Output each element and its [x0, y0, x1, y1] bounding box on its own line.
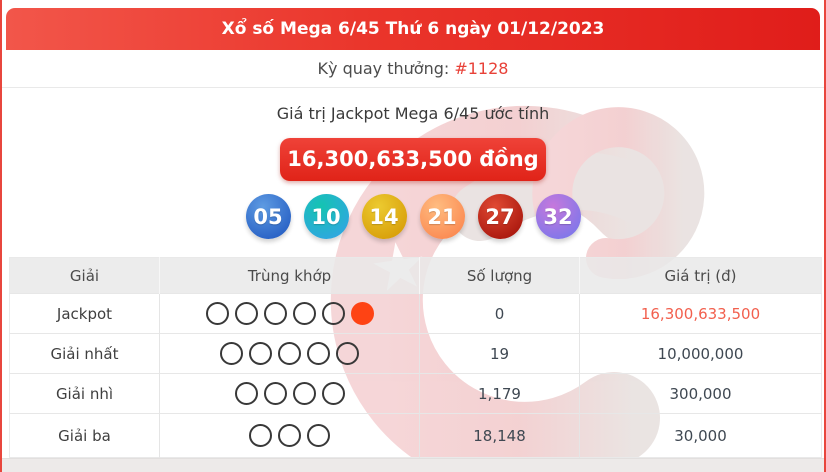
winner-quantity: 19 — [419, 333, 580, 374]
prize-name: Jackpot — [9, 293, 160, 334]
match-circles — [159, 333, 420, 374]
open-circle-icon — [307, 342, 330, 365]
draw-period-label: Kỳ quay thưởng: — [317, 59, 450, 78]
prize-table-header-row: Giải Trùng khớp Số lượng Giá trị (đ) — [9, 257, 822, 294]
prize-table-body: Jackpot 0 16,300,633,500 Giải nhất 19 10,000,… — [9, 293, 822, 458]
page-title: Xổ số Mega 6/45 Thứ 6 ngày 01/12/2023 — [6, 8, 820, 50]
lottery-ball-27: 27 — [477, 194, 523, 239]
prize-name: Giải nhì — [9, 373, 160, 414]
column-header: Giải — [9, 257, 160, 294]
match-circles — [159, 413, 420, 458]
open-circle-icon — [249, 424, 272, 447]
winner-quantity: 0 — [419, 293, 580, 334]
open-circle-icon — [205, 302, 229, 325]
open-circle-icon — [321, 302, 345, 325]
open-circle-icon — [292, 382, 316, 405]
open-circle-icon — [263, 302, 287, 325]
draw-period-number: #1128 — [454, 59, 509, 78]
open-circle-icon — [278, 342, 301, 365]
column-header: Trùng khớp — [159, 257, 420, 294]
lottery-ball-05: 05 — [245, 194, 291, 239]
prize-value: 300,000 — [579, 373, 822, 414]
open-circle-icon — [278, 424, 301, 447]
prize-name: Giải nhất — [9, 333, 160, 374]
draw-period-row: Kỳ quay thưởng: #1128 — [2, 50, 824, 88]
table-row: Giải ba 18,148 30,000 — [9, 413, 822, 458]
winner-quantity: 18,148 — [419, 413, 580, 458]
open-circle-icon — [234, 382, 258, 405]
prize-value: 16,300,633,500 — [579, 293, 822, 334]
open-circle-icon — [234, 302, 258, 325]
table-row: Giải nhất 19 10,000,000 — [9, 333, 822, 374]
match-circles — [159, 373, 420, 414]
open-circle-icon — [321, 382, 345, 405]
jackpot-caption: Giá trị Jackpot Mega 6/45 ước tính — [276, 104, 550, 123]
open-circle-icon — [220, 342, 243, 365]
prize-value: 10,000,000 — [579, 333, 822, 374]
open-circle-icon — [263, 382, 287, 405]
match-circles — [159, 293, 420, 334]
filled-circle-icon — [350, 302, 374, 325]
lottery-ball-14: 14 — [361, 194, 407, 239]
prize-table: Giải Trùng khớp Số lượng Giá trị (đ) Jackpo… — [9, 257, 822, 458]
card-bottom-strip — [2, 458, 824, 472]
table-row: Giải nhì 1,179 300,000 — [9, 373, 822, 414]
open-circle-icon — [307, 424, 330, 447]
balls-row: 05 10 14 21 27 32 — [2, 194, 824, 239]
lottery-ball-21: 21 — [419, 194, 465, 239]
lottery-ball-32: 32 — [535, 194, 581, 239]
prize-name: Giải ba — [9, 413, 160, 458]
winner-quantity: 1,179 — [419, 373, 580, 414]
open-circle-icon — [292, 302, 316, 325]
jackpot-amount-badge: 16,300,633,500 đồng — [280, 138, 546, 181]
open-circle-icon — [249, 342, 272, 365]
table-row: Jackpot 0 16,300,633,500 — [9, 293, 822, 334]
lottery-ball-10: 10 — [303, 194, 349, 239]
column-header: Số lượng — [419, 257, 580, 294]
column-header: Giá trị (đ) — [579, 257, 822, 294]
prize-value: 30,000 — [579, 413, 822, 458]
open-circle-icon — [336, 342, 359, 365]
